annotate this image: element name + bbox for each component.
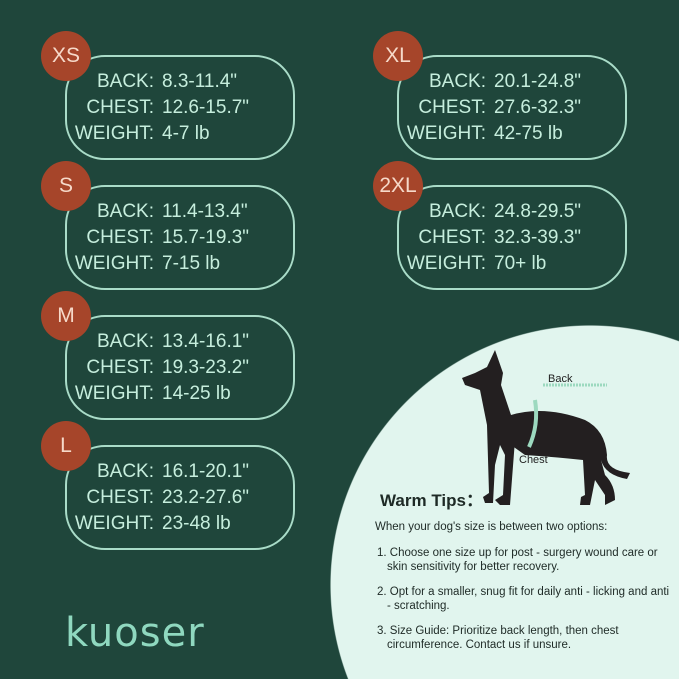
measure-row-weight: WEIGHT: 70+ lb: [399, 251, 625, 277]
chest-value: 27.6-32.3": [494, 97, 582, 118]
size-badge: XL: [373, 31, 423, 81]
chest-value: 12.6-15.7": [162, 97, 250, 118]
back-value: 20.1-24.8": [494, 71, 582, 92]
measure-row-back: BACK: 24.8-29.5": [399, 199, 625, 225]
back-label: BACK:: [428, 71, 486, 92]
back-label: BACK:: [96, 71, 154, 92]
back-label: BACK:: [96, 331, 154, 352]
chest-value: 15.7-19.3": [162, 227, 250, 248]
back-value: 13.4-16.1": [162, 331, 250, 352]
tip-item: 1. Choose one size up for post - surgery…: [377, 547, 658, 573]
chest-label: CHEST:: [418, 97, 486, 118]
measure-row-weight: WEIGHT: 42-75 lb: [399, 121, 625, 147]
size-badge: S: [41, 161, 91, 211]
measure-row-back: BACK: 11.4-13.4": [67, 199, 293, 225]
chest-measure-label: Chest: [519, 454, 548, 466]
back-label: BACK:: [428, 201, 486, 222]
measure-row-chest: CHEST: 15.7-19.3": [67, 225, 293, 251]
back-value: 24.8-29.5": [494, 201, 582, 222]
back-value: 8.3-11.4": [162, 71, 238, 92]
chest-label: CHEST:: [86, 227, 154, 248]
back-label: BACK:: [96, 461, 154, 482]
weight-value: 42-75 lb: [494, 123, 563, 144]
chest-label: CHEST:: [86, 357, 154, 378]
size-card: M BACK: 13.4-16.1" CHEST: 19.3-23.2" WEIGHT: 1…: [41, 291, 295, 420]
measure-row-back: BACK: 13.4-16.1": [67, 329, 293, 355]
weight-label: WEIGHT:: [74, 383, 154, 404]
weight-label: WEIGHT:: [406, 253, 486, 274]
weight-value: 4-7 lb: [162, 123, 210, 144]
measure-row-chest: CHEST: 23.2-27.6": [67, 485, 293, 511]
measure-row-weight: WEIGHT: 4-7 lb: [67, 121, 293, 147]
warm-tips: Warm Tips： When your dog's size is betwe…: [375, 486, 675, 663]
measure-row-back: BACK: 16.1-20.1": [67, 459, 293, 485]
measure-row-weight: WEIGHT: 23-48 lb: [67, 511, 293, 537]
tips-title: Warm Tips：: [380, 491, 483, 510]
measure-row-chest: CHEST: 12.6-15.7": [67, 95, 293, 121]
size-badge: M: [41, 291, 91, 341]
back-label: BACK:: [96, 201, 154, 222]
weight-label: WEIGHT:: [74, 123, 154, 144]
size-card: L BACK: 16.1-20.1" CHEST: 23.2-27.6" WEIGHT: 2…: [41, 421, 295, 550]
tips-intro: When your dog's size is between two opti…: [375, 521, 608, 533]
tip-item: 2. Opt for a smaller, snug fit for daily…: [377, 586, 670, 612]
measure-row-weight: WEIGHT: 7-15 lb: [67, 251, 293, 277]
measure-row-back: BACK: 20.1-24.8": [399, 69, 625, 95]
brand-logo: kuoser: [65, 610, 205, 656]
weight-value: 7-15 lb: [162, 253, 221, 274]
weight-label: WEIGHT:: [74, 513, 154, 534]
back-value: 16.1-20.1": [162, 461, 250, 482]
measure-row-chest: CHEST: 19.3-23.2": [67, 355, 293, 381]
size-card: 2XL BACK: 24.8-29.5" CHEST: 32.3-39.3" WEIGHT…: [373, 161, 627, 290]
chest-value: 19.3-23.2": [162, 357, 250, 378]
chest-label: CHEST:: [418, 227, 486, 248]
weight-label: WEIGHT:: [406, 123, 486, 144]
weight-value: 23-48 lb: [162, 513, 231, 534]
dog-silhouette-icon: [462, 350, 630, 505]
size-badge: 2XL: [373, 161, 423, 211]
size-card: XL BACK: 20.1-24.8" CHEST: 27.6-32.3" WEIGHT:…: [373, 31, 627, 160]
weight-label: WEIGHT:: [74, 253, 154, 274]
weight-value: 14-25 lb: [162, 383, 231, 404]
chest-label: CHEST:: [86, 97, 154, 118]
size-card: S BACK: 11.4-13.4" CHEST: 15.7-19.3" WEIGHT: 7…: [41, 161, 295, 290]
chest-label: CHEST:: [86, 487, 154, 508]
measure-row-weight: WEIGHT: 14-25 lb: [67, 381, 293, 407]
chest-value: 32.3-39.3": [494, 227, 582, 248]
back-value: 11.4-13.4": [162, 201, 248, 222]
measure-row-back: BACK: 8.3-11.4": [67, 69, 293, 95]
weight-value: 70+ lb: [494, 253, 547, 274]
size-badge: XS: [41, 31, 91, 81]
size-badge: L: [41, 421, 91, 471]
size-card: XS BACK: 8.3-11.4" CHEST: 12.6-15.7" WEIGHT: 4…: [41, 31, 295, 160]
measure-row-chest: CHEST: 32.3-39.3": [399, 225, 625, 251]
chest-value: 23.2-27.6": [162, 487, 250, 508]
measure-row-chest: CHEST: 27.6-32.3": [399, 95, 625, 121]
back-measure-label: Back: [548, 373, 573, 385]
tip-item: 3. Size Guide: Prioritize back length, t…: [377, 625, 619, 651]
